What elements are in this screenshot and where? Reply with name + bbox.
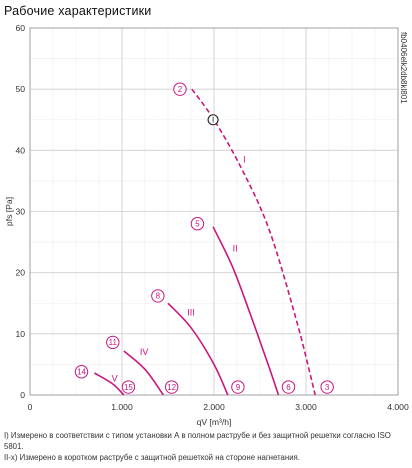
operating-point-label: I <box>212 116 214 125</box>
y-tick-label: 20 <box>15 268 25 278</box>
marker-label-9: 9 <box>236 383 241 392</box>
curve-iii <box>167 302 229 396</box>
y-tick-label: 0 <box>20 390 25 400</box>
curve-v <box>93 372 125 396</box>
marker-circle-9 <box>231 380 245 394</box>
curve-label-iii: III <box>187 307 195 317</box>
marker-circle-11 <box>106 335 120 350</box>
y-tick-label: 40 <box>15 145 25 155</box>
curve-ii <box>212 226 280 396</box>
x-axis-label: qV [m³/h] <box>197 417 232 427</box>
marker-circle-3 <box>320 380 334 394</box>
x-tick-label: 2.000 <box>203 402 225 412</box>
x-tick-label: 4.000 <box>387 402 409 412</box>
plot-frame <box>29 27 399 396</box>
marker-circle-5 <box>190 217 205 231</box>
marker-label-11: 11 <box>109 338 118 347</box>
y-tick-label: 60 <box>15 23 25 33</box>
y-axis-label: pfs [Pa] <box>4 197 14 226</box>
x-tick-label: 3.000 <box>295 402 317 412</box>
footnote-2: II-x) Измерено в коротком раструбе с защ… <box>4 453 300 462</box>
x-tick-label: 0 <box>28 402 33 412</box>
operating-point-circle <box>207 114 219 126</box>
curve-label-i: I <box>243 155 246 165</box>
curve-label-iv: IV <box>140 347 149 357</box>
marker-label-3: 3 <box>325 383 330 392</box>
curve-label-ii: II <box>233 243 238 253</box>
marker-circle-12 <box>164 380 179 394</box>
side-code: fb0406elk2db8kl801 <box>399 32 408 104</box>
y-tick-label: 50 <box>15 84 25 94</box>
marker-label-5: 5 <box>195 220 200 229</box>
curve-iv <box>123 350 165 396</box>
marker-label-15: 15 <box>124 383 133 392</box>
footnote-1: I) Измерено в соответствии с типом устан… <box>4 431 391 451</box>
marker-circle-15 <box>121 380 136 394</box>
y-tick-label: 30 <box>15 207 25 217</box>
marker-label-6: 6 <box>286 383 291 392</box>
footnotes: I) Измерено в соответствии с типом устан… <box>4 430 408 463</box>
curve-i <box>191 88 316 396</box>
marker-circle-14 <box>74 365 89 379</box>
marker-label-2: 2 <box>178 85 183 94</box>
marker-label-12: 12 <box>167 383 176 392</box>
y-tick-label: 10 <box>15 329 25 339</box>
marker-circle-2 <box>173 82 187 96</box>
marker-label-8: 8 <box>156 292 161 301</box>
curve-label-v: V <box>112 374 118 384</box>
x-tick-label: 1.000 <box>111 402 133 412</box>
marker-circle-8 <box>151 289 165 303</box>
chart-title: Рабочие характеристики <box>4 4 152 18</box>
marker-circle-6 <box>281 380 296 394</box>
marker-label-14: 14 <box>77 368 86 377</box>
